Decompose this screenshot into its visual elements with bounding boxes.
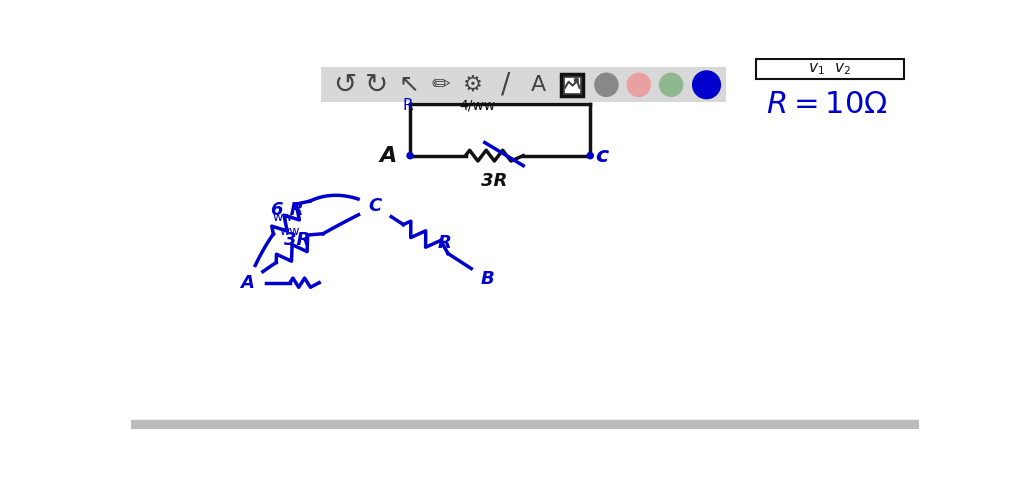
Circle shape bbox=[659, 73, 683, 96]
Text: ww: ww bbox=[280, 225, 300, 238]
Circle shape bbox=[360, 191, 391, 222]
Circle shape bbox=[587, 152, 593, 159]
Text: A: A bbox=[531, 75, 546, 95]
Text: ↺: ↺ bbox=[333, 71, 356, 99]
Text: 3R: 3R bbox=[285, 231, 311, 249]
Bar bbox=[562, 76, 581, 94]
Circle shape bbox=[692, 71, 720, 99]
Bar bbox=[321, 67, 726, 103]
Circle shape bbox=[472, 264, 503, 294]
Text: C: C bbox=[369, 198, 382, 215]
Text: $R = 10\Omega$: $R = 10\Omega$ bbox=[766, 90, 888, 119]
Circle shape bbox=[407, 152, 413, 159]
Text: R: R bbox=[438, 234, 452, 252]
Text: ⚙: ⚙ bbox=[463, 75, 483, 95]
Circle shape bbox=[574, 78, 579, 82]
Text: 6 R: 6 R bbox=[270, 201, 303, 218]
Text: 3R: 3R bbox=[481, 172, 507, 190]
Text: ↖: ↖ bbox=[398, 73, 420, 97]
Text: c: c bbox=[595, 146, 608, 166]
Bar bbox=[131, 420, 920, 429]
Circle shape bbox=[595, 73, 617, 96]
Text: R: R bbox=[402, 98, 413, 113]
Text: ✏: ✏ bbox=[431, 75, 451, 95]
Text: B: B bbox=[480, 270, 494, 288]
Bar bbox=[561, 74, 583, 95]
Text: 4/ww: 4/ww bbox=[459, 99, 496, 113]
Text: ww: ww bbox=[272, 212, 293, 225]
Circle shape bbox=[628, 73, 650, 96]
Text: $v_1 \ \ v_2$: $v_1 \ \ v_2$ bbox=[808, 62, 851, 77]
Circle shape bbox=[232, 268, 263, 298]
Text: /: / bbox=[501, 71, 510, 99]
Text: A: A bbox=[241, 274, 255, 292]
Text: A: A bbox=[379, 146, 396, 166]
Bar bbox=[756, 59, 904, 80]
Text: ↻: ↻ bbox=[366, 71, 388, 99]
